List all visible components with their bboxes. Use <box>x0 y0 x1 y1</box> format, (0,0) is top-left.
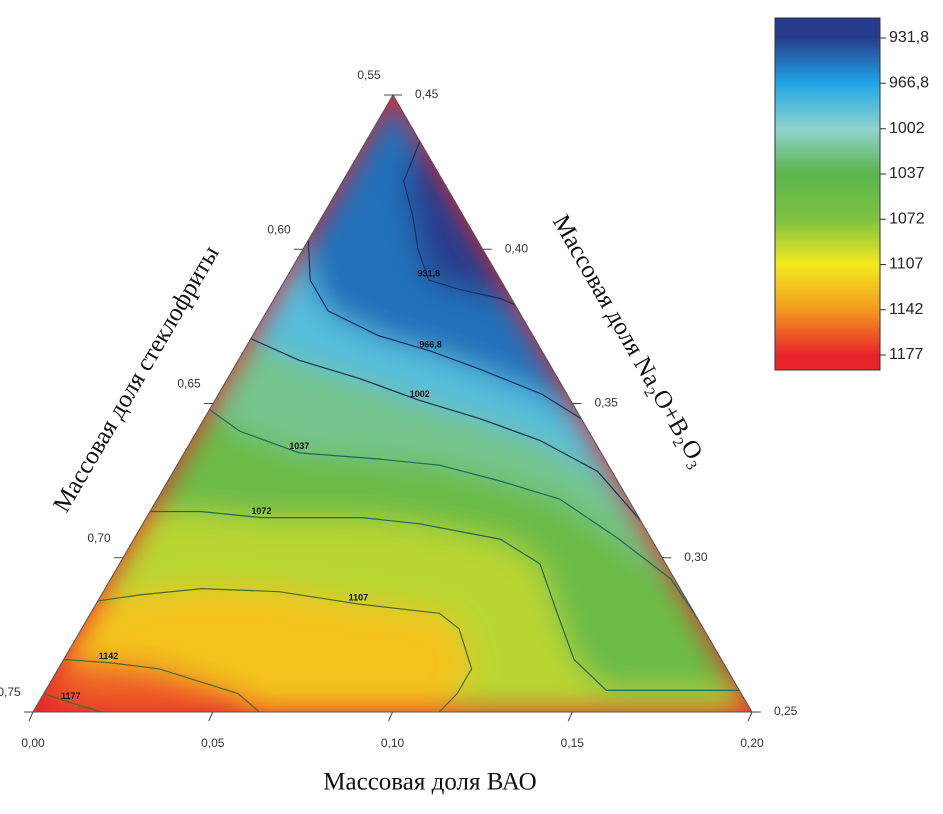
bottom-tick-label: 0,15 <box>561 736 585 750</box>
region-fill <box>403 141 516 305</box>
bottom-tick <box>28 711 34 722</box>
right-tick-label: 0,35 <box>595 396 619 410</box>
colorbar <box>774 17 881 371</box>
contour-fill <box>33 95 752 712</box>
contour-label: 966,8 <box>419 339 442 349</box>
left-tick-label: 0,75 <box>0 685 21 699</box>
bottom-tick <box>208 711 214 722</box>
contour-line <box>97 587 473 713</box>
bottom-axis-title: Массовая доля ВАО <box>323 769 536 796</box>
colorbar-label: 1037 <box>889 165 925 182</box>
right-tick-label: 0,25 <box>774 704 798 718</box>
right-tick-label: 0,45 <box>415 87 439 101</box>
contour-label: 1107 <box>349 592 369 602</box>
contour-label: 1072 <box>251 506 271 516</box>
contour-label: 1177 <box>61 691 81 701</box>
bottom-tick <box>388 711 393 722</box>
colorbar-label: 966,8 <box>889 74 929 91</box>
contour-line <box>43 692 102 713</box>
left-tick-label: 0,70 <box>87 531 111 545</box>
contour-line <box>307 239 582 420</box>
right-tick-label: 0,40 <box>505 241 529 255</box>
colorbar-label: 1177 <box>889 346 924 363</box>
bottom-tick-label: 0,20 <box>740 736 764 750</box>
colorbar-label: 931,8 <box>889 29 929 46</box>
left-tick-label: 0,60 <box>267 222 291 236</box>
colorbar-label: 1002 <box>889 120 925 137</box>
contour-label: 1037 <box>289 441 309 451</box>
left-tick-label: 0,55 <box>357 68 381 82</box>
bottom-tick-label: 0,05 <box>201 736 225 750</box>
contour-line <box>209 409 699 620</box>
right-tick-label: 0,30 <box>684 550 708 564</box>
contour-line <box>63 658 260 713</box>
contour-line <box>150 510 740 692</box>
bottom-tick-label: 0,00 <box>21 736 45 750</box>
colorbar-label: 1072 <box>889 210 925 227</box>
contour-line <box>403 141 516 306</box>
bottom-tick <box>567 711 573 722</box>
contour-label: 1002 <box>410 389 430 399</box>
left-tick-label: 0,65 <box>177 377 201 391</box>
colorbar-label: 1107 <box>889 256 924 273</box>
colorbar-label: 1142 <box>889 301 924 318</box>
contours: 931,8 966,8 1002 1037 1072 1107 1142 1177 <box>43 141 740 713</box>
contour-label: 1142 <box>99 651 119 661</box>
contour-line <box>250 338 642 522</box>
bottom-tick-label: 0,10 <box>381 736 405 750</box>
bottom-tick <box>747 711 753 722</box>
contour-label: 931,8 <box>418 268 441 278</box>
